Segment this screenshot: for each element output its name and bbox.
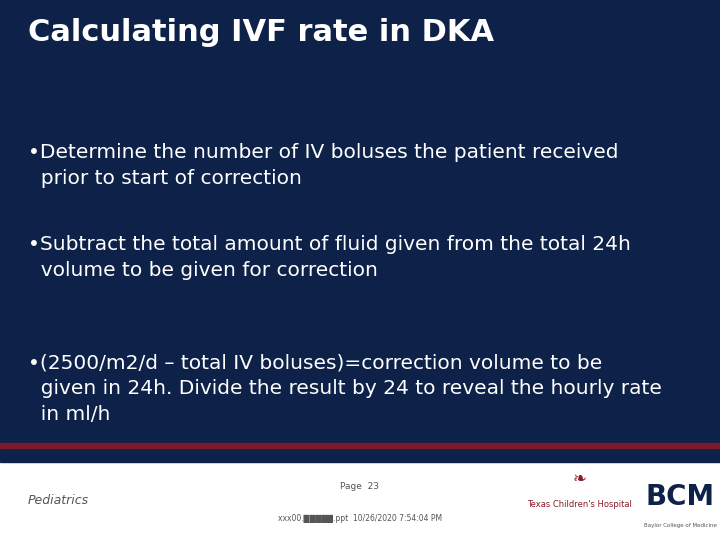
Text: Baylor College of Medicine: Baylor College of Medicine xyxy=(644,523,717,529)
Bar xyxy=(0,448,720,462)
Text: xxx00.█████.ppt  10/26/2020 7:54:04 PM: xxx00.█████.ppt 10/26/2020 7:54:04 PM xyxy=(278,514,442,523)
Text: Pediatrics: Pediatrics xyxy=(28,494,89,508)
Bar xyxy=(0,462,720,540)
Text: •Subtract the total amount of fluid given from the total 24h
  volume to be give: •Subtract the total amount of fluid give… xyxy=(28,235,631,280)
Text: Calculating IVF rate in DKA: Calculating IVF rate in DKA xyxy=(28,18,494,47)
Bar xyxy=(0,443,720,448)
Text: •Determine the number of IV boluses the patient received
  prior to start of cor: •Determine the number of IV boluses the … xyxy=(28,143,618,188)
Text: BCM: BCM xyxy=(646,483,715,511)
Text: ❧: ❧ xyxy=(572,470,587,488)
Text: •(2500/m2/d – total IV boluses)=correction volume to be
  given in 24h. Divide t: •(2500/m2/d – total IV boluses)=correcti… xyxy=(28,354,662,424)
Text: Texas Children's Hospital: Texas Children's Hospital xyxy=(527,500,632,509)
Text: Page  23: Page 23 xyxy=(341,482,379,491)
